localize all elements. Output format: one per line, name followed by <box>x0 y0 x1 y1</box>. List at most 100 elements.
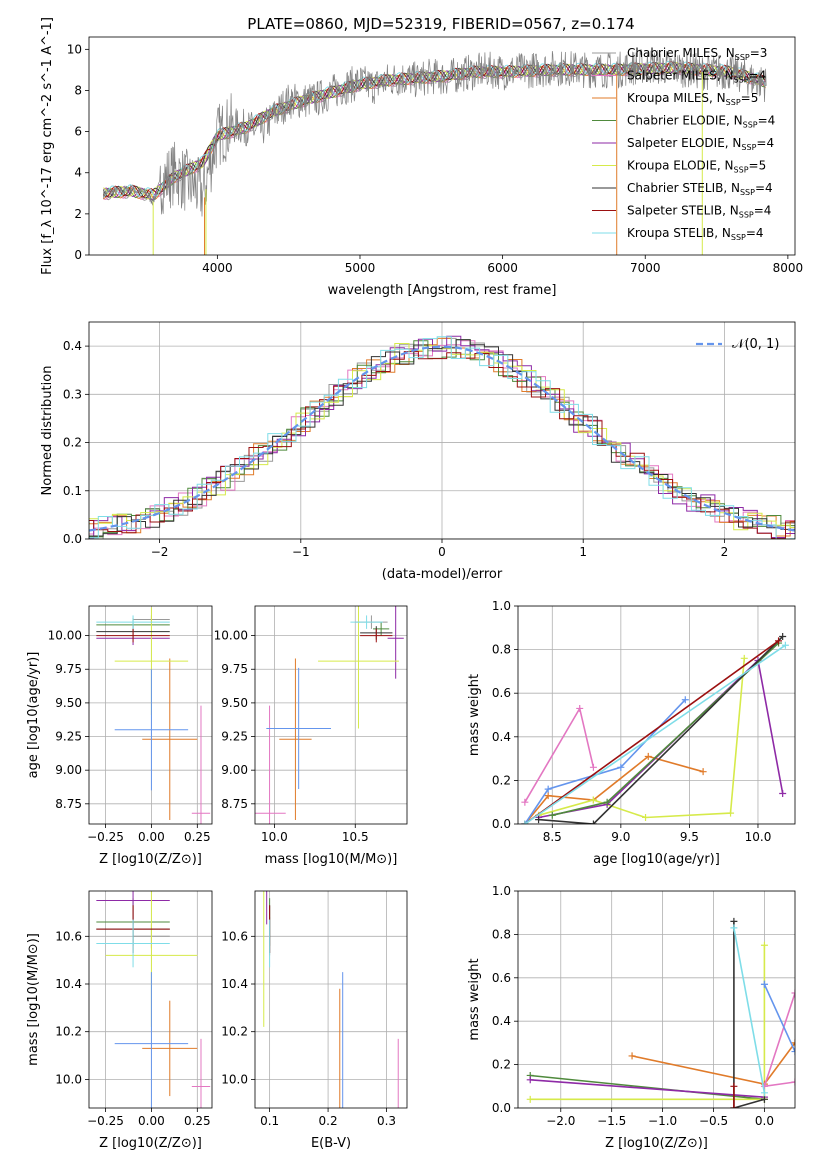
mass-weight-vs-Z-marker-2-2 <box>760 941 768 949</box>
model-curve-4 <box>102 62 766 201</box>
mass-weight-vs-Z-series-6 <box>733 921 765 1108</box>
mass-weight-vs-Z-ytick-label: 0.2 <box>492 1058 511 1072</box>
residual-hist-7 <box>89 351 795 539</box>
spectrum-ytick-label: 10 <box>67 42 82 56</box>
residuals-axes: −2 −1 0 1 2 0.0 0.1 0.2 0.3 0.4 (data-model)/error… <box>40 321 796 582</box>
mass-vs-Z-xlabel: Z [log10(Z/Z⊙)] <box>99 1136 202 1151</box>
spectrum-ytick-label: 6 <box>74 125 82 139</box>
legend-label-1: Salpeter MILES, NSSP=4 <box>627 69 766 85</box>
mass-weight-vs-Z-ytick-label: 1.0 <box>492 884 511 898</box>
legend-label-3: Chabrier ELODIE, NSSP=4 <box>627 114 775 130</box>
legend-label-5: Kroupa ELODIE, NSSP=5 <box>627 159 766 175</box>
mass-weight-vs-Z-marker-5-2 <box>791 1048 795 1056</box>
mass-weight-vs-age-marker-5-1 <box>603 798 611 806</box>
mass-weight-vs-age-series-4 <box>538 658 784 819</box>
legend-label-0: Chabrier MILES, NSSP=3 <box>627 46 767 62</box>
mass-weight-vs-age-ylabel: mass weight <box>467 674 482 756</box>
mass-weight-vs-age-axes: 8.5 9.0 9.5 10.0 0.0 0.2 0.4 0.6 0.8 1.0 age [log1… <box>467 599 796 867</box>
age-vs-mass-frame <box>254 605 408 825</box>
figure-title: PLATE=0860, MJD=52319, FIBERID=0567, z=0… <box>247 15 634 33</box>
mass-weight-vs-age-frame <box>517 605 796 825</box>
mass-weight-vs-age-marker-0-2 <box>589 763 597 771</box>
legend-label-8: Kroupa STELIB, NSSP=4 <box>627 226 764 242</box>
residuals-ylabel: Normed distribution <box>40 366 55 496</box>
residual-hist-8 <box>89 336 795 539</box>
age-vs-mass-xlabel: mass [log10(M/M⊙)] <box>265 852 398 867</box>
model-curve-2 <box>102 63 766 200</box>
residual-hist-3 <box>89 339 795 538</box>
mass-weight-vs-age-marker-7-1 <box>775 637 783 645</box>
spectrum-xlabel: wavelength [Angstrom, rest frame] <box>328 283 557 298</box>
mass-weight-vs-age-xtick-label: 9.5 <box>680 830 699 844</box>
age-vs-mass-ytick-label: 10.00 <box>214 629 248 643</box>
mass-weight-vs-Z-marker-8-0 <box>730 924 738 932</box>
spectrum-xtick-label: 5000 <box>345 261 376 275</box>
mass-weight-vs-age-marker-3-4 <box>740 654 748 662</box>
mass-weight-vs-age-marker-2-2 <box>617 763 625 771</box>
data-spectrum <box>102 49 767 217</box>
mass-weight-vs-age-marker-2-1 <box>544 785 552 793</box>
mass-weight-vs-age-marker-6-0 <box>535 816 543 824</box>
residuals-ytick-label: 0.4 <box>63 339 82 353</box>
mass-vs-ebv-xtick-label: 0.1 <box>260 1114 279 1128</box>
mass-weight-vs-Z-ytick-label: 0.8 <box>492 927 511 941</box>
mass-weight-vs-age-ytick-label: 0.0 <box>492 817 511 831</box>
mass-vs-Z-xtick-label: 0.25 <box>184 1114 211 1128</box>
residuals-xtick-label: 1 <box>579 545 587 559</box>
age-vs-mass-ytick-label: 9.00 <box>221 763 248 777</box>
residuals-data-layer <box>89 322 795 539</box>
residuals-xtick-label: −1 <box>292 545 310 559</box>
mass-weight-vs-Z-xtick-label: −1.0 <box>648 1114 677 1128</box>
mass-weight-vs-Z-ytick-label: 0.4 <box>492 1014 511 1028</box>
mass-weight-vs-age-series-0 <box>524 706 595 803</box>
mass-vs-ebv-ytick-label: 10.4 <box>221 977 248 991</box>
residual-hist-6 <box>89 339 795 539</box>
legend-label-4: Salpeter ELODIE, NSSP=4 <box>627 136 774 152</box>
mass-weight-vs-Z-marker-6-2 <box>760 1095 768 1103</box>
mass-weight-vs-age-marker-2-3 <box>681 696 689 704</box>
age-vs-Z-xtick-label: 0.00 <box>138 830 165 844</box>
mass-weight-vs-age-xtick-label: 8.5 <box>543 830 562 844</box>
age-vs-Z-ytick-label: 10.00 <box>48 629 82 643</box>
mass-weight-vs-age-series-5 <box>552 642 780 817</box>
residuals-ytick-label: 0.3 <box>63 387 82 401</box>
mass-weight-vs-age-series-1 <box>524 755 704 824</box>
residuals-ytick-label: 0.0 <box>63 532 82 546</box>
age-vs-mass-ytick-label: 9.25 <box>221 730 248 744</box>
mass-weight-vs-age-marker-1-4 <box>699 768 707 776</box>
mass-weight-vs-age-data-layer <box>518 606 795 824</box>
residuals-ytick-label: 0.2 <box>63 436 82 450</box>
model-curve-1 <box>103 63 767 200</box>
age-vs-mass-ytick-label: 8.75 <box>221 797 248 811</box>
age-vs-Z-ytick-label: 9.50 <box>55 696 82 710</box>
mass-weight-vs-Z-series-8 <box>733 927 766 1093</box>
spectrum-ytick-label: 8 <box>74 83 82 97</box>
mass-weight-vs-Z-marker-4-1 <box>760 1082 768 1090</box>
mass-vs-ebv-xlabel: E(B-V) <box>311 1136 351 1151</box>
age-vs-Z-ytick-label: 9.75 <box>55 662 82 676</box>
mass-vs-Z-ytick-label: 10.6 <box>55 929 82 943</box>
mass-weight-vs-Z-axes: −2.0 −1.5 −1.0 −0.5 0.0 0.0 0.2 0.4 0.6 0.8 1.0 Z [… <box>467 884 796 1151</box>
mass-weight-vs-age-marker-0-1 <box>576 704 584 712</box>
mass-vs-Z-ytick-label: 10.0 <box>55 1072 82 1086</box>
mass-vs-Z-frame <box>88 890 213 1109</box>
normal-curve <box>89 345 795 532</box>
mass-weight-vs-Z-xlabel: Z [log10(Z/Z⊙)] <box>605 1136 708 1151</box>
residuals-frame <box>88 321 796 540</box>
mass-vs-ebv-data-layer <box>255 891 407 1108</box>
age-vs-mass-xtick-label: 10.0 <box>261 830 288 844</box>
model-curve-0 <box>102 63 766 201</box>
mass-weight-vs-age-marker-3-2 <box>642 813 650 821</box>
mass-weight-vs-age-series-6 <box>538 635 784 824</box>
mass-weight-vs-Z-series-5 <box>763 983 795 1052</box>
spectrum-ytick-label: 4 <box>74 166 82 180</box>
age-vs-Z-axes: −0.25 0.00 0.25 8.75 9.00 9.25 9.50 9.75 10.00 Z … <box>26 605 213 867</box>
mass-weight-vs-age-marker-1-3 <box>644 752 652 760</box>
model-curve-5 <box>103 61 766 200</box>
age-vs-Z-ytick-label: 9.25 <box>55 730 82 744</box>
spectrum-xtick-label: 4000 <box>202 261 233 275</box>
mass-weight-vs-age-marker-6-1 <box>589 820 597 824</box>
age-vs-mass-data-layer <box>255 606 407 824</box>
normal-legend-label: 𝒩(0, 1) <box>732 337 779 352</box>
mass-weight-vs-age-ytick-label: 0.6 <box>492 686 511 700</box>
